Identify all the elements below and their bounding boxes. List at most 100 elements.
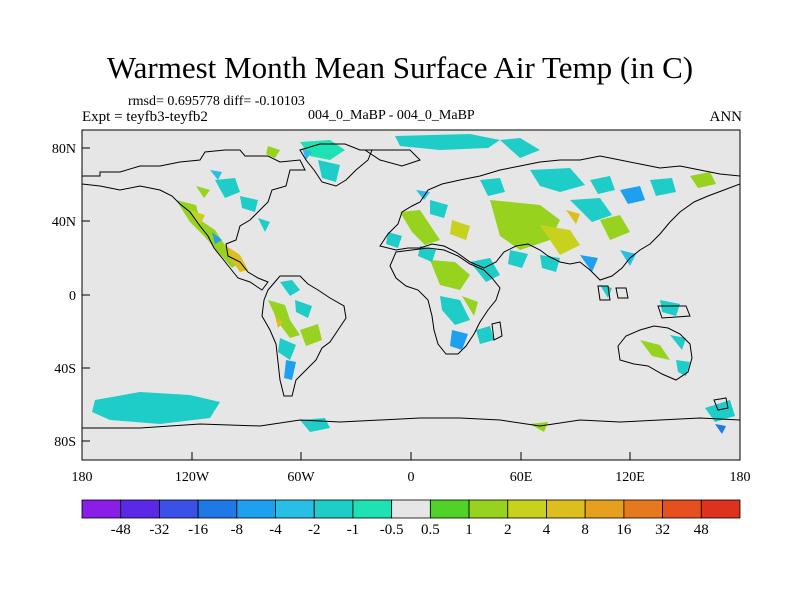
coastline-antarctica: [82, 417, 740, 460]
anomaly-patch: [450, 220, 470, 240]
colorbar-label: -4: [269, 522, 282, 538]
anomaly-patch: [176, 200, 240, 268]
anomaly-patch: [600, 215, 630, 240]
colorbar-label: 1: [465, 522, 473, 538]
period-label: 004_0_MaBP - 004_0_MaBP: [308, 108, 475, 123]
colorbar-swatch: [623, 499, 663, 519]
colorbar-swatch: [275, 499, 315, 519]
colorbar-swatch: [700, 499, 741, 519]
coastline-australia: [617, 325, 693, 381]
anomaly-patch: [240, 196, 258, 212]
coastline-eurasia: [379, 155, 740, 281]
colorbar-label: 16: [616, 522, 632, 538]
x-tick-label: 60E: [510, 470, 533, 485]
colorbar-label: -8: [231, 522, 244, 538]
anomaly-patch: [670, 335, 686, 350]
coastline-greenland: [299, 143, 373, 187]
ticks: [81, 147, 741, 460]
anomaly-patch: [395, 134, 500, 150]
colorbar-swatch: [468, 499, 509, 519]
x-tick-label: 180: [730, 470, 751, 485]
anomaly-patch: [476, 326, 494, 344]
colorbar-swatch: [429, 499, 470, 519]
anomaly-patch: [660, 300, 680, 316]
experiment-label: Expt = teyfb3-teyfb2: [82, 109, 208, 125]
anomaly-patch: [284, 360, 296, 380]
coastline-island: [597, 285, 611, 301]
anomaly-patch: [676, 360, 690, 376]
anomaly-patch: [530, 168, 585, 192]
x-tick-label: 120W: [175, 470, 210, 485]
anomaly-patch: [190, 210, 205, 225]
anomaly-patch: [462, 296, 478, 316]
colorbar-swatch: [159, 499, 199, 519]
colorbar-label: 48: [694, 522, 709, 538]
colorbar-swatch: [546, 499, 586, 519]
anomaly-patch: [300, 324, 322, 346]
colorbar-label: -2: [308, 522, 321, 538]
y-tick-label: 40N: [52, 215, 76, 230]
anomaly-patch: [620, 250, 636, 266]
colorbar-swatch: [236, 499, 276, 519]
y-tick-label: 80N: [52, 142, 76, 157]
anomaly-patch: [278, 338, 296, 360]
anomaly-patch: [440, 296, 470, 325]
coastline-new-zealand: [713, 397, 729, 411]
colorbar-swatch: [120, 499, 160, 519]
colorbar-label: 8: [581, 522, 589, 538]
x-axis-labels: 180 120W 60W 0 60E 120E 180: [72, 470, 751, 485]
colorbar-label: 32: [655, 522, 670, 538]
coastline-arctic-island: [363, 149, 421, 167]
anomaly-patch: [650, 178, 676, 196]
anomaly-patch: [418, 246, 436, 262]
coastlines: [82, 143, 740, 460]
colorbar-label: 2: [504, 522, 512, 538]
colorbar-label: -16: [188, 522, 208, 538]
y-axis-labels: 80N 40N 0 40S 80S: [52, 142, 76, 450]
coastline-south-america: [261, 275, 347, 397]
colorbar-swatch: [81, 499, 122, 519]
x-tick-label: 0: [408, 470, 415, 485]
colorbar-label: -32: [149, 522, 169, 538]
anomaly-patch: [508, 250, 528, 268]
colorbar-label: -0.5: [380, 522, 404, 538]
anomaly-patch: [430, 260, 470, 290]
coastline-island: [615, 287, 629, 299]
colorbar-label: 0.5: [421, 522, 440, 538]
coastline-new-guinea: [657, 305, 691, 319]
anomaly-patch: [258, 218, 270, 232]
colorbar-swatch: [197, 499, 238, 519]
anomaly-patch: [318, 160, 340, 182]
colorbar-swatch: [584, 499, 625, 519]
coastline-africa: [389, 247, 501, 355]
anomaly-patch: [400, 210, 440, 245]
anomaly-patches: [92, 134, 735, 434]
colorbar-swatch: [662, 499, 702, 519]
anomaly-patch: [500, 138, 540, 158]
map-title: Warmest Month Mean Surface Air Temp (in …: [106, 50, 694, 85]
anomaly-patch: [215, 178, 240, 198]
anomaly-patch: [450, 330, 468, 350]
colorbar-swatch: [313, 499, 354, 519]
anomaly-patch: [620, 186, 645, 204]
y-tick-label: 80S: [54, 435, 76, 450]
anomaly-patch: [570, 198, 612, 222]
colorbar-label: -1: [347, 522, 360, 538]
anomaly-patch: [295, 300, 312, 318]
anomaly-patch: [268, 300, 300, 338]
y-tick-label: 0: [69, 289, 76, 304]
anomaly-patch: [580, 255, 598, 272]
anomaly-patch: [302, 148, 312, 160]
anomaly-patch: [690, 172, 716, 188]
colorbar-swatch: [391, 499, 431, 519]
anomaly-patch: [590, 176, 615, 194]
anomaly-patch: [430, 200, 448, 218]
anomaly-patch: [386, 232, 402, 248]
colorbar-label: -48: [111, 522, 131, 538]
anomaly-patch: [212, 232, 222, 244]
anomaly-patch: [715, 424, 726, 434]
y-tick-label: 40S: [54, 362, 76, 377]
x-tick-label: 180: [72, 470, 93, 485]
anomaly-patch: [280, 280, 300, 296]
